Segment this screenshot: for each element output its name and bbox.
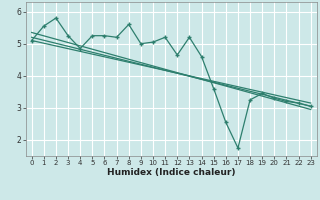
X-axis label: Humidex (Indice chaleur): Humidex (Indice chaleur) xyxy=(107,168,236,177)
